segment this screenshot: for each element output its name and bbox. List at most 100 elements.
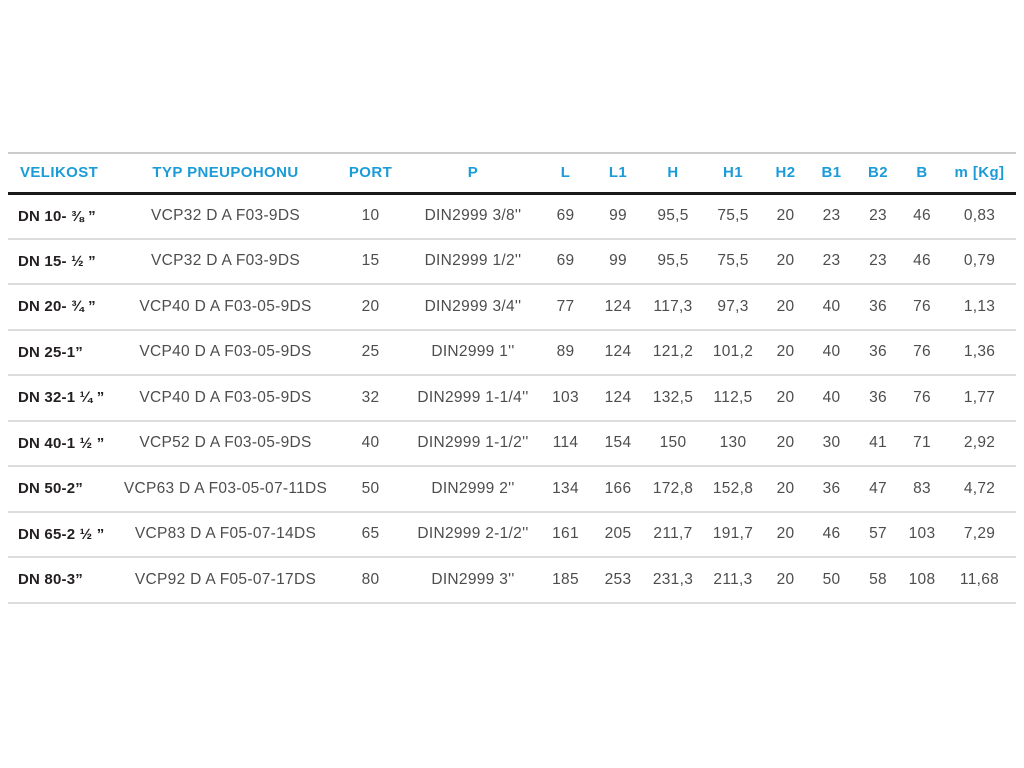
cell-h1: 130 <box>719 434 747 452</box>
table-row: DN 40-1 ½ ” VCP52 D A F03-05-9DS 40 DIN2999… <box>8 421 1016 466</box>
cell-l1: 205 <box>604 525 632 543</box>
cell-b1: 40 <box>822 297 841 315</box>
column-header-h2: H2 <box>775 164 796 182</box>
cell-port: 32 <box>361 388 380 406</box>
cell-typ_pneupohonu: VCP52 D A F03-05-9DS <box>139 434 312 452</box>
table-header: VELIKOST TYP PNEUPOHONU PORT P L L1 H H1 H2 B1 B2 B… <box>8 153 1016 193</box>
table-body: DN 10- ⅜ ” VCP32 D A F03-9DS 10 DIN2999 3/8… <box>8 193 1016 603</box>
cell-h2: 20 <box>776 343 795 361</box>
cell-typ_pneupohonu: VCP63 D A F03-05-07-11DS <box>123 479 328 497</box>
cell-l: 77 <box>556 297 575 315</box>
cell-velikost: DN 25-1” <box>18 343 83 361</box>
cell-l: 134 <box>552 479 579 497</box>
table-row: DN 50-2” VCP63 D A F03-05-07-11DS 50 DIN299… <box>8 466 1016 512</box>
cell-b1: 40 <box>822 388 841 406</box>
cell-h1: 152,8 <box>712 479 754 497</box>
cell-b2: 41 <box>869 434 887 452</box>
cell-velikost: DN 65-2 ½ ” <box>18 525 105 543</box>
cell-velikost: DN 15- ½ ” <box>18 252 96 270</box>
cell-l: 89 <box>556 343 575 361</box>
cell-b: 76 <box>913 343 931 361</box>
cell-h2: 20 <box>776 525 795 543</box>
cell-port: 15 <box>361 252 380 270</box>
cell-port: 20 <box>361 297 380 315</box>
table-row: DN 10- ⅜ ” VCP32 D A F03-9DS 10 DIN2999 3/8… <box>8 193 1016 239</box>
cell-b1: 36 <box>822 479 841 497</box>
cell-b2: 23 <box>869 252 887 270</box>
cell-h1: 211,3 <box>713 570 753 588</box>
cell-h1: 97,3 <box>717 297 749 315</box>
table-row: DN 32-1 ¼ ” VCP40 D A F03-05-9DS 32 DIN2999… <box>8 375 1016 421</box>
cell-l: 69 <box>556 207 575 224</box>
cell-p: DIN2999 1-1/2'' <box>417 434 529 452</box>
cell-m_kg: 1,13 <box>963 297 996 315</box>
table-row: DN 25-1” VCP40 D A F03-05-9DS 25 DIN2999 1'… <box>8 330 1016 375</box>
cell-b2: 36 <box>869 297 887 315</box>
cell-h1: 75,5 <box>717 207 749 224</box>
cell-b2: 58 <box>869 570 887 588</box>
cell-port: 10 <box>361 207 380 224</box>
column-header-p: P <box>467 164 479 182</box>
column-header-b1: B1 <box>821 164 842 182</box>
cell-h: 172,8 <box>652 479 694 497</box>
cell-velikost: DN 40-1 ½ ” <box>18 434 105 452</box>
cell-l1: 124 <box>604 343 632 361</box>
cell-b: 108 <box>908 570 936 588</box>
cell-b: 71 <box>913 434 931 452</box>
cell-l: 161 <box>552 525 579 543</box>
cell-m_kg: 1,36 <box>963 343 996 361</box>
cell-b1: 50 <box>822 570 841 588</box>
column-header-l1: L1 <box>608 164 628 182</box>
column-header-m_kg: m [Kg] <box>954 164 1005 182</box>
cell-b2: 36 <box>869 388 887 406</box>
cell-h: 95,5 <box>657 207 689 224</box>
cell-b1: 40 <box>822 343 841 361</box>
cell-p: DIN2999 1-1/4'' <box>417 388 529 406</box>
cell-p: DIN2999 1/2'' <box>424 252 522 270</box>
cell-port: 50 <box>361 479 380 497</box>
cell-p: DIN2999 1'' <box>431 343 515 361</box>
dimensions-table: VELIKOST TYP PNEUPOHONU PORT P L L1 H H1 H2 B1 B2 B… <box>8 152 1016 604</box>
cell-m_kg: 0,79 <box>963 252 996 270</box>
cell-typ_pneupohonu: VCP32 D A F03-9DS <box>151 252 300 270</box>
cell-velikost: DN 10- ⅜ ” <box>18 207 96 225</box>
cell-l: 69 <box>556 252 575 270</box>
cell-b: 46 <box>913 252 931 270</box>
cell-h: 211,7 <box>653 525 693 543</box>
cell-port: 40 <box>361 434 380 452</box>
column-header-typ_pneupohonu: TYP PNEUPOHONU <box>152 164 299 182</box>
cell-typ_pneupohonu: VCP40 D A F03-05-9DS <box>139 343 312 361</box>
table-header-row: VELIKOST TYP PNEUPOHONU PORT P L L1 H H1 H2 B1 B2 B… <box>8 153 1016 193</box>
cell-p: DIN2999 2'' <box>431 479 515 497</box>
cell-l: 114 <box>552 434 579 452</box>
cell-port: 25 <box>361 343 380 361</box>
cell-velikost: DN 32-1 ¼ ” <box>18 389 105 407</box>
cell-b2: 57 <box>869 525 887 543</box>
cell-h2: 20 <box>776 207 795 224</box>
cell-m_kg: 0,83 <box>963 207 996 224</box>
cell-h2: 20 <box>776 252 795 270</box>
cell-h2: 20 <box>776 297 795 315</box>
cell-h2: 20 <box>776 570 795 588</box>
cell-typ_pneupohonu: VCP83 D A F05-07-14DS <box>134 525 317 543</box>
cell-b: 76 <box>913 297 931 315</box>
cell-b2: 47 <box>869 479 887 497</box>
cell-h: 121,2 <box>652 343 694 361</box>
cell-velikost: DN 50-2” <box>18 480 83 498</box>
column-header-h: H <box>667 164 679 182</box>
cell-b1: 30 <box>822 434 841 452</box>
table-row: DN 65-2 ½ ” VCP83 D A F05-07-14DS 65 DIN299… <box>8 512 1016 557</box>
cell-p: DIN2999 3/4'' <box>424 297 522 315</box>
cell-b2: 23 <box>869 207 887 224</box>
cell-l1: 154 <box>604 434 632 452</box>
cell-l1: 99 <box>609 207 627 224</box>
cell-l1: 253 <box>604 570 632 588</box>
cell-typ_pneupohonu: VCP32 D A F03-9DS <box>151 207 300 224</box>
cell-h2: 20 <box>776 434 795 452</box>
cell-velikost: DN 80-3” <box>18 571 83 589</box>
cell-port: 80 <box>361 570 380 588</box>
cell-b: 46 <box>913 207 931 224</box>
cell-l1: 124 <box>604 297 632 315</box>
cell-h1: 112,5 <box>713 388 753 406</box>
